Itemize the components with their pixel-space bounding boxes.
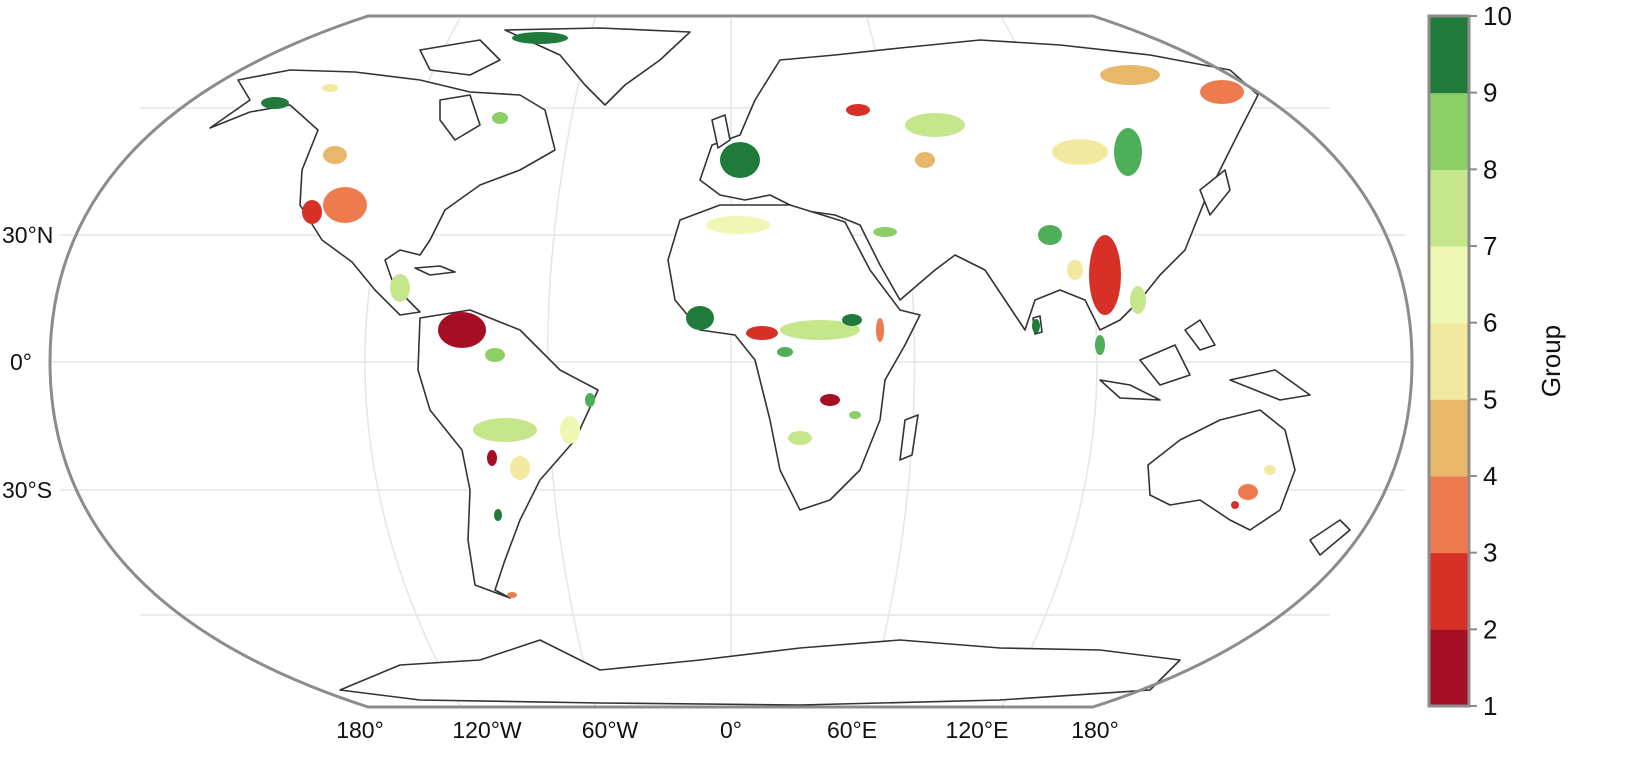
cluster-group-10	[686, 306, 714, 330]
colorbar-tick-label: 3	[1483, 538, 1497, 568]
cluster-group-2	[846, 104, 870, 116]
colorbar-tick-label: 10	[1483, 1, 1512, 31]
lat-label: 0°	[10, 349, 32, 375]
cluster-group-5	[510, 456, 530, 480]
antarctica	[339, 639, 1181, 706]
colorbar-band-4	[1429, 399, 1469, 477]
cluster-group-9	[777, 347, 793, 357]
cluster-group-7	[780, 320, 860, 340]
cluster-group-8	[849, 411, 861, 419]
colorbar-band-8	[1429, 92, 1469, 170]
map-frame	[48, 14, 1414, 709]
longitude-labels: 180° 120°W 60°W 0° 60°E 120°E 180°	[336, 717, 1119, 743]
lat-label: 30°N	[2, 222, 53, 248]
africa	[667, 204, 921, 511]
colorbar-blocks	[1429, 16, 1469, 707]
colorbar-tick-label: 4	[1483, 461, 1497, 491]
cluster-group-3	[1200, 80, 1244, 104]
cluster-group-9	[585, 393, 595, 407]
cluster-group-5	[1052, 139, 1108, 165]
north-america	[209, 69, 556, 316]
colorbar-band-6	[1429, 246, 1469, 324]
colorbar-tick-label: 6	[1483, 308, 1497, 338]
colorbar-tick-labels: 1 2 3 4 5 6 7 8 9 10	[1483, 1, 1512, 721]
colorbar-title: Group	[1536, 325, 1566, 397]
lon-label: 180°	[1071, 717, 1119, 743]
south-america	[417, 309, 599, 599]
cluster-group-8	[492, 112, 508, 124]
cluster-group-7	[905, 113, 965, 137]
cluster-group-3	[323, 187, 367, 223]
cluster-group-1	[438, 312, 486, 348]
cluster-group-9	[1095, 335, 1105, 355]
colorbar-legend: 1 2 3 4 5 6 7 8 9 10 Group	[1427, 1, 1566, 721]
lon-label: 120°W	[452, 717, 522, 743]
coastlines	[209, 27, 1351, 706]
cluster-group-10	[720, 142, 760, 178]
cluster-group-7	[390, 274, 410, 302]
colorbar-tick-label: 8	[1483, 154, 1497, 184]
colorbar-band-7	[1429, 169, 1469, 247]
colorbar-tick-label: 7	[1483, 231, 1497, 261]
cluster-group-7	[473, 418, 537, 442]
cluster-group-10	[261, 97, 289, 109]
cluster-group-7	[788, 431, 812, 445]
cluster-group-2	[302, 200, 322, 224]
lon-label: 0°	[720, 717, 742, 743]
cluster-group-5	[1067, 260, 1083, 280]
cluster-group-4	[915, 152, 935, 168]
greenland	[504, 27, 691, 106]
lon-label: 60°W	[582, 717, 639, 743]
cluster-group-9	[1038, 225, 1062, 245]
cluster-group-3	[1238, 484, 1258, 500]
colorbar-tick-label: 2	[1483, 614, 1497, 644]
colorbar-tick-label: 5	[1483, 384, 1497, 414]
cluster-group-5	[1264, 465, 1276, 475]
cluster-group-6	[560, 416, 580, 444]
colorbar-band-5	[1429, 322, 1469, 400]
colorbar-band-9	[1429, 16, 1469, 94]
cluster-group-2	[746, 326, 778, 340]
cluster-group-3	[876, 318, 884, 342]
colorbar-tick-label: 9	[1483, 78, 1497, 108]
colorbar-frame	[1427, 14, 1471, 708]
cluster-group-6	[706, 216, 770, 234]
lon-label: 180°	[336, 717, 384, 743]
lon-label: 120°E	[946, 717, 1009, 743]
cluster-group-2	[1089, 235, 1121, 315]
colorbar-ticks	[1469, 15, 1477, 707]
colorbar-band-2	[1429, 552, 1469, 630]
lat-label: 30°S	[2, 477, 52, 503]
australia	[1147, 409, 1296, 531]
cluster-group-8	[485, 348, 505, 362]
colorbar-band-1	[1429, 629, 1469, 707]
latitude-labels: 30°N 0° 30°S	[2, 222, 53, 503]
cluster-group-2	[1231, 501, 1239, 509]
cluster-group-4	[323, 146, 347, 164]
cluster-group-9	[1114, 128, 1142, 176]
cluster-group-10	[512, 32, 568, 44]
cluster-group-10	[1032, 319, 1040, 333]
colorbar-band-3	[1429, 476, 1469, 554]
colorbar-tick-label: 1	[1483, 691, 1497, 721]
cluster-group-1	[487, 450, 497, 466]
cluster-group-10	[494, 509, 502, 521]
cluster-group-10	[842, 314, 862, 326]
cluster-group-4	[1100, 65, 1160, 85]
cluster-group-5	[322, 84, 338, 92]
cluster-group-3	[507, 592, 517, 598]
cluster-group-8	[873, 227, 897, 237]
lon-label: 60°E	[827, 717, 877, 743]
cluster-group-1	[820, 394, 840, 406]
cluster-group-7	[1130, 286, 1146, 314]
data-points	[261, 32, 1276, 598]
